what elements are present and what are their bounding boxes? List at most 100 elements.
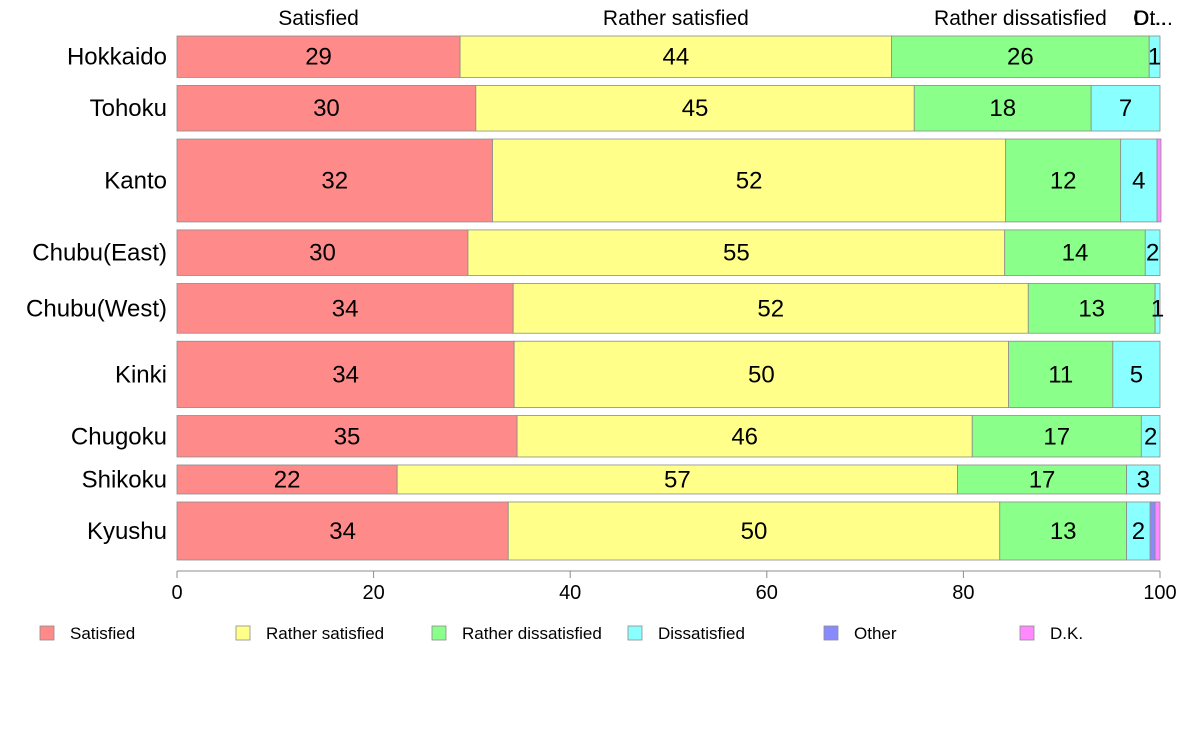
category-label: Kanto — [104, 167, 167, 194]
bar-segment[interactable] — [1005, 138, 1122, 223]
data-label: 34 — [329, 518, 356, 545]
data-label: 11 — [1048, 361, 1073, 388]
top-column-label: Rather dissatisfied — [934, 7, 1107, 30]
data-label: 57 — [664, 466, 691, 493]
bar-segment[interactable] — [1154, 501, 1161, 561]
bar-segment[interactable] — [176, 35, 461, 78]
bar-segment[interactable] — [1027, 283, 1156, 334]
legend-swatch — [1019, 625, 1035, 641]
category-label: Hokkaido — [67, 44, 167, 71]
legend-label: Other — [854, 624, 897, 643]
bar-segment[interactable] — [459, 35, 893, 78]
data-label: 13 — [1050, 518, 1077, 545]
top-column-label: Satisfied — [278, 7, 359, 30]
data-label: 32 — [321, 167, 348, 194]
data-label: 17 — [1029, 466, 1056, 493]
x-tick-label: 0 — [171, 582, 182, 604]
legend-swatch — [823, 625, 839, 641]
bar-segment[interactable] — [475, 85, 915, 132]
data-label: 14 — [1062, 240, 1089, 267]
bar-segment[interactable] — [1140, 415, 1161, 458]
bar-segment[interactable] — [957, 464, 1127, 495]
data-label: 12 — [1050, 167, 1077, 194]
data-label: 50 — [741, 518, 768, 545]
x-tick-label: 60 — [756, 582, 778, 604]
top-column-label: Rather satisfied — [603, 7, 749, 30]
x-tick-label: 100 — [1143, 582, 1176, 604]
data-label: 7 — [1119, 95, 1132, 122]
bar-segment[interactable] — [176, 501, 509, 561]
bar-segment[interactable] — [999, 501, 1127, 561]
legend-swatch — [235, 625, 251, 641]
legend-swatch — [39, 625, 55, 641]
data-label: 26 — [1007, 44, 1034, 71]
bar-segment[interactable] — [1149, 501, 1156, 561]
data-label: 2 — [1132, 518, 1145, 545]
data-label: 22 — [274, 466, 301, 493]
data-label: 18 — [989, 95, 1016, 122]
category-label: Kinki — [115, 361, 167, 388]
data-label: 52 — [757, 295, 784, 322]
data-label: 17 — [1043, 423, 1070, 450]
category-label: Chugoku — [71, 423, 167, 450]
data-label: 46 — [731, 423, 758, 450]
bar-segment[interactable] — [176, 464, 398, 495]
category-label: Kyushu — [87, 518, 167, 545]
bar-segment[interactable] — [1112, 340, 1161, 408]
bar-segment[interactable] — [467, 229, 1006, 276]
data-label: 4 — [1132, 167, 1145, 194]
bar-segment[interactable] — [176, 283, 514, 334]
category-label: Shikoku — [82, 466, 167, 493]
data-label: 30 — [309, 240, 336, 267]
data-label: 13 — [1078, 295, 1105, 322]
bar-segment[interactable] — [1156, 138, 1162, 223]
data-label: 29 — [305, 44, 332, 71]
bar-segment[interactable] — [1148, 35, 1161, 78]
data-label: 50 — [748, 361, 775, 388]
bar-segment[interactable] — [1144, 229, 1161, 276]
bar-segment[interactable] — [1090, 85, 1161, 132]
data-label: 52 — [736, 167, 763, 194]
bar-segment[interactable] — [176, 415, 518, 458]
bar-segment[interactable] — [512, 283, 1029, 334]
data-label: 55 — [723, 240, 750, 267]
bar-segment[interactable] — [516, 415, 973, 458]
data-label: 35 — [334, 423, 361, 450]
data-label: 3 — [1137, 466, 1150, 493]
bar-segment[interactable] — [1004, 229, 1146, 276]
top-column-label: Ot... — [1133, 7, 1173, 30]
data-label: 30 — [313, 95, 340, 122]
legend-label: Satisfied — [70, 624, 135, 643]
legend-swatch — [627, 625, 643, 641]
legend-swatch — [431, 625, 447, 641]
legend-label: Rather satisfied — [266, 624, 384, 643]
legend-label: Rather dissatisfied — [462, 624, 602, 643]
bar-segment[interactable] — [1008, 340, 1114, 408]
data-label: 1 — [1151, 295, 1164, 322]
category-label: Tohoku — [90, 95, 167, 122]
data-label: 45 — [682, 95, 709, 122]
bar-segment[interactable] — [913, 85, 1092, 132]
data-label: 5 — [1130, 361, 1143, 388]
legend-label: Dissatisfied — [658, 624, 745, 643]
x-tick-label: 80 — [952, 582, 974, 604]
bar-segment[interactable] — [891, 35, 1150, 78]
bar-segment[interactable] — [1154, 283, 1161, 334]
bar-segment[interactable] — [176, 229, 469, 276]
data-label: 34 — [332, 295, 359, 322]
x-tick-label: 40 — [559, 582, 581, 604]
bar-segment[interactable] — [1120, 138, 1158, 223]
data-label: 2 — [1146, 240, 1159, 267]
bar-segment[interactable] — [492, 138, 1007, 223]
data-label: 1 — [1148, 44, 1161, 71]
category-label: Chubu(West) — [26, 295, 167, 322]
category-label: Chubu(East) — [32, 240, 167, 267]
bar-segment[interactable] — [176, 85, 477, 132]
bar-segment[interactable] — [513, 340, 1010, 408]
bar-segment[interactable] — [396, 464, 958, 495]
bar-segment[interactable] — [176, 138, 493, 223]
top-column-label: D... — [1134, 7, 1167, 30]
bar-segment[interactable] — [1126, 464, 1161, 495]
